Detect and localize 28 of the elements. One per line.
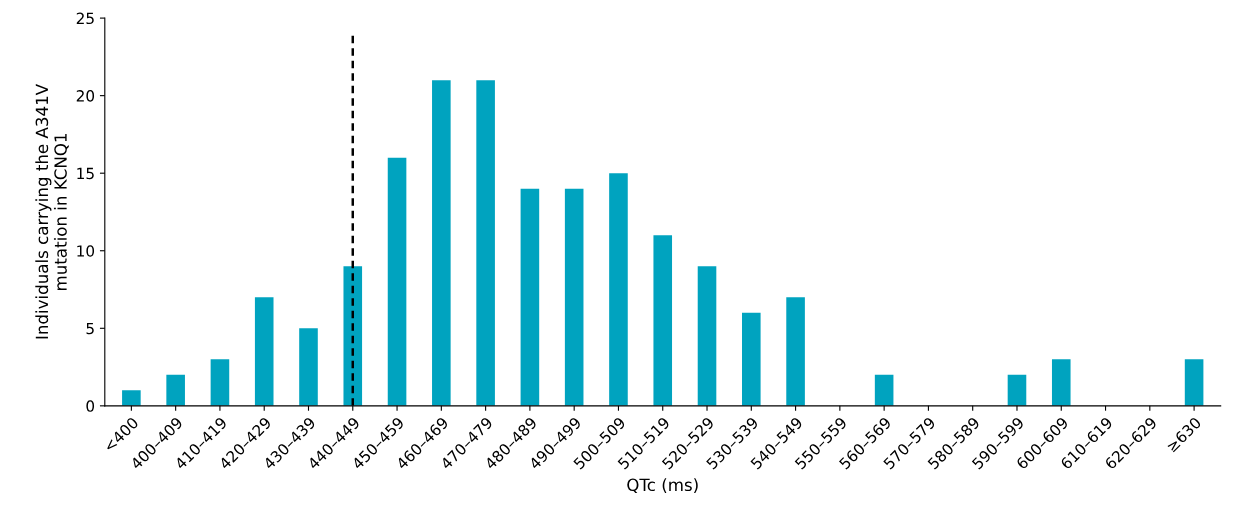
bar — [1007, 374, 1027, 406]
x-axis-title: QTc (ms) — [627, 478, 698, 494]
bar — [254, 297, 274, 406]
bar — [609, 173, 628, 406]
bar — [653, 235, 673, 406]
bar — [476, 80, 495, 406]
y-tick-label: 0 — [86, 400, 95, 412]
bar — [697, 266, 717, 406]
bar — [520, 188, 540, 406]
bar — [299, 328, 318, 406]
y-axis-title: Individuals carrying the A341V mutation in KCNQ1 — [35, 84, 69, 339]
bar — [742, 312, 761, 406]
bar — [1184, 359, 1204, 406]
bar — [432, 80, 451, 406]
bar — [166, 374, 185, 406]
y-tick-label: 5 — [86, 322, 94, 335]
bar — [343, 266, 363, 406]
bar — [786, 297, 805, 406]
y-tick-label: 15 — [77, 167, 94, 180]
bar — [1051, 359, 1071, 406]
bar — [122, 390, 141, 406]
y-tick-label: 10 — [77, 245, 95, 257]
y-tick-label: 20 — [76, 90, 95, 102]
bar — [210, 359, 230, 406]
y-tick-label: 25 — [76, 12, 94, 25]
bar — [387, 157, 407, 406]
bar — [874, 374, 894, 406]
bar — [564, 188, 584, 406]
